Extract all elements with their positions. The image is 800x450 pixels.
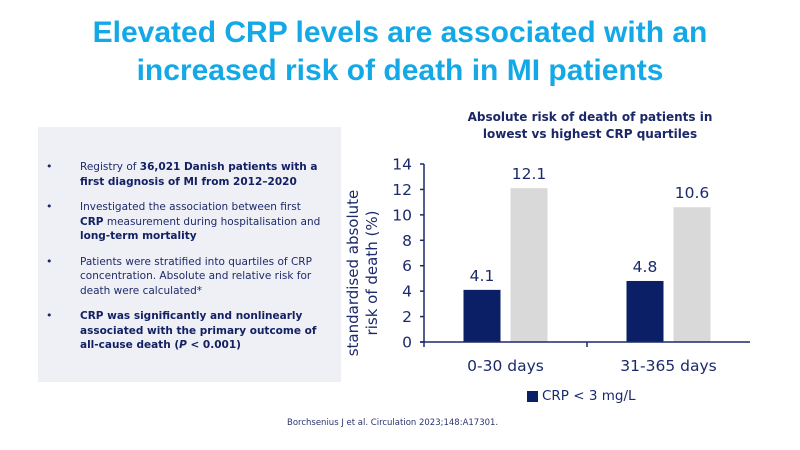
legend-swatch-crp-low <box>527 390 538 402</box>
legend-label-crp-low: CRP < 3 mg/L <box>542 388 636 404</box>
value-labels-group: 4.1 12.1 4.8 10.6 <box>470 165 710 285</box>
summary-bullet: • Investigated the association between fi… <box>38 200 341 244</box>
bars-group <box>463 188 711 342</box>
bar-crp-high-31-365-days <box>673 207 711 342</box>
y-tick-label: 2 <box>402 308 412 326</box>
summary-bullet: • Patients were stratified into quartiles… <box>38 255 341 299</box>
summary-bullet: • Registry of 36,021 Danish patients with… <box>38 160 341 189</box>
chart-title: Absolute risk of death of patients in lo… <box>430 109 750 143</box>
value-label: 4.8 <box>633 258 658 276</box>
x-category-label: 31-365 days <box>620 357 716 375</box>
y-axis-title-line-1: standardised absolute <box>344 190 362 357</box>
y-tick-label: 4 <box>402 283 412 301</box>
y-tick-label: 10 <box>392 206 412 224</box>
y-tick-label: 0 <box>402 334 412 352</box>
chart-title-line-2: lowest vs highest CRP quartiles <box>482 127 698 141</box>
bullet-text-segment: long-term mortality <box>80 230 197 242</box>
chart-legend: CRP < 3 mg/L <box>527 388 636 404</box>
value-label: 12.1 <box>512 165 547 183</box>
bar-crp-low-31-365-days <box>626 280 664 342</box>
y-axis-title: standardised absolute risk of death (%) <box>344 190 381 357</box>
slide-title-line-2: increased risk of death in MI patients <box>136 54 664 87</box>
bullet-text-segment: Registry of <box>80 161 140 173</box>
bar-crp-high-0-30-days <box>510 188 548 342</box>
axes-group <box>420 164 750 347</box>
x-labels-group: 0-30 days 31-365 days <box>467 357 717 375</box>
bullet-text-segment: P <box>179 339 187 351</box>
bullet-dot-icon: • <box>46 200 53 213</box>
bullet-text-segment: < 0.001) <box>186 339 241 351</box>
slide-title-line-1: Elevated CRP levels are associated with … <box>92 16 708 49</box>
y-axis-title-line-2: risk of death (%) <box>363 211 381 336</box>
x-category-label: 0-30 days <box>467 357 544 375</box>
chart-title-line-1: Absolute risk of death of patients in <box>467 110 713 124</box>
value-label: 10.6 <box>675 184 710 202</box>
y-ticks-group: 0 2 4 6 8 10 12 14 <box>392 156 424 352</box>
bullet-text-segment: measurement during hospitalisation and <box>103 215 321 228</box>
summary-panel: • Registry of 36,021 Danish patients with… <box>38 127 341 382</box>
bullet-text-segment: Investigated the association between fir… <box>80 201 301 213</box>
citation-footnote: Borchsenius J et al. Circulation 2023;14… <box>287 418 499 428</box>
slide-title: Elevated CRP levels are associated with … <box>0 14 800 90</box>
summary-bullet-list: • Registry of 36,021 Danish patients with… <box>38 160 341 364</box>
bullet-text-segment: Patients were stratified into quartiles … <box>80 255 312 297</box>
bullet-text-segment: CRP was significantly and nonlinearly as… <box>80 310 317 351</box>
bar-crp-low-0-30-days <box>463 289 501 342</box>
summary-bullet: • CRP was significantly and nonlinearly a… <box>38 309 341 353</box>
y-tick-label: 12 <box>392 181 412 199</box>
value-label: 4.1 <box>470 267 495 285</box>
bullet-text-segment: 36,021 Danish patients with a first diag… <box>80 161 318 188</box>
y-tick-label: 14 <box>392 156 412 174</box>
bullet-text-segment: CRP <box>80 215 104 228</box>
bullet-dot-icon: • <box>46 309 53 322</box>
y-tick-label: 6 <box>402 257 412 275</box>
y-tick-label: 8 <box>402 232 412 250</box>
bullet-dot-icon: • <box>46 254 53 268</box>
bullet-dot-icon: • <box>46 160 53 173</box>
